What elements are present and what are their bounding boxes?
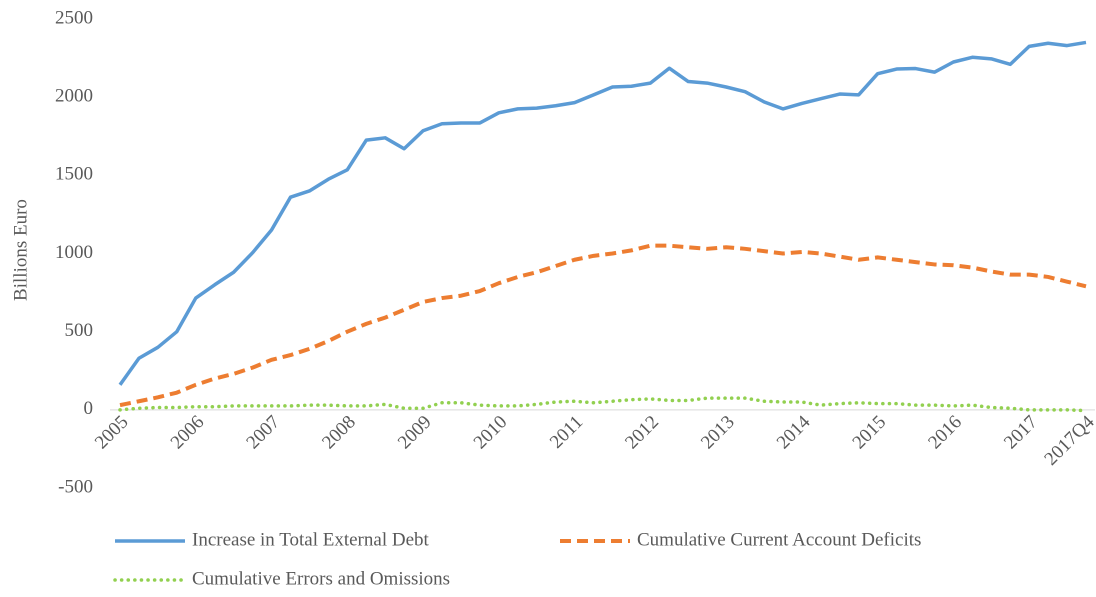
x-tick-label: 2016 xyxy=(924,412,966,454)
x-tick-label: 2012 xyxy=(621,412,663,454)
legend-label: Increase in Total External Debt xyxy=(192,529,429,550)
legend-label: Cumulative Current Account Deficits xyxy=(637,529,921,550)
y-axis-label: Billions Euro xyxy=(10,199,31,301)
x-tick-label: 2008 xyxy=(318,412,360,454)
x-tick-label: 2010 xyxy=(470,412,512,454)
y-tick-label: 2000 xyxy=(55,86,93,107)
x-tick-label: 2009 xyxy=(394,412,436,454)
x-tick-label: 2011 xyxy=(546,412,587,453)
y-tick-label: 2500 xyxy=(55,7,93,28)
series-line xyxy=(118,40,1087,386)
series-line xyxy=(118,396,1088,413)
legend-label: Cumulative Errors and Omissions xyxy=(192,568,450,589)
x-tick-label: 2013 xyxy=(697,412,739,454)
x-tick-label: 2006 xyxy=(167,412,209,454)
y-tick-label: 0 xyxy=(84,398,94,419)
x-tick-label: 2007 xyxy=(242,412,284,454)
y-tick-label: 1500 xyxy=(55,164,93,185)
y-tick-label: 500 xyxy=(65,320,94,341)
y-tick-label: 1000 xyxy=(55,242,93,263)
x-tick-label: 2017Q4 xyxy=(1040,411,1096,469)
x-tick-label: 2014 xyxy=(773,411,815,453)
x-tick-label: 2005 xyxy=(91,412,133,454)
x-tick-label: 2017 xyxy=(1000,412,1042,454)
x-tick-label: 2015 xyxy=(849,412,891,454)
y-tick-label: -500 xyxy=(58,476,93,497)
series-line xyxy=(119,243,1087,408)
